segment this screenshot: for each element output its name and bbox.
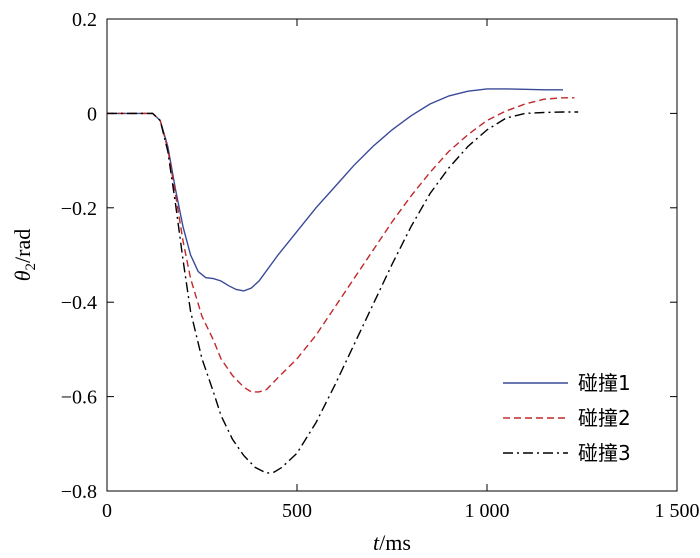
x-tick-label: 500 <box>282 500 312 522</box>
x-tick-label: 0 <box>102 500 112 522</box>
y-axis-sub: 2 <box>23 263 39 271</box>
y-tick-label: −0.4 <box>61 292 97 314</box>
x-axis-var: t <box>373 530 380 555</box>
legend-label-2: 碰撞2 <box>578 406 631 430</box>
series-line-3 <box>107 111 579 474</box>
x-tick-label: 1 000 <box>465 500 510 522</box>
y-tick-label: −0.2 <box>61 198 97 220</box>
plot-frame <box>106 18 678 492</box>
legend-label-1: 碰撞1 <box>578 371 631 395</box>
legend: 碰撞1 碰撞2 碰撞3 <box>503 371 631 465</box>
legend-label-3: 碰撞3 <box>578 441 631 465</box>
tick-labels: 0 500 1 000 1 500 −0.8 −0.6 −0.4 −0.2 0 0.2 <box>61 9 700 522</box>
y-tick-label: −0.6 <box>61 387 97 409</box>
x-axis-label: t/ms <box>373 530 411 555</box>
x-axis-unit: /ms <box>379 530 411 555</box>
y-axis-var: θ <box>10 270 35 281</box>
series-line-2 <box>107 97 575 393</box>
y-tick-label: 0 <box>87 103 97 125</box>
y-tick-label: 0.2 <box>72 9 97 31</box>
y-tick-label: −0.8 <box>61 481 97 503</box>
series-lines <box>107 88 579 474</box>
series-line-1 <box>107 88 563 292</box>
y-axis-unit: /rad <box>10 229 35 263</box>
y-axis-label: θ2/rad <box>10 229 39 282</box>
x-tick-label: 1 500 <box>655 500 700 522</box>
